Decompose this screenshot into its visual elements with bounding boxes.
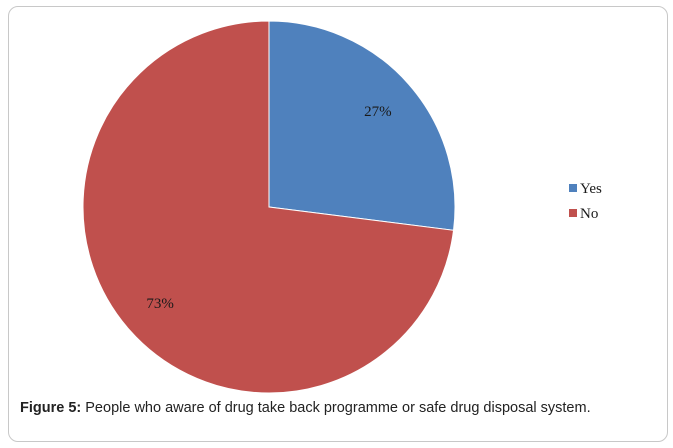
legend-label-no: No — [580, 206, 598, 222]
legend-label-yes: Yes — [580, 181, 602, 197]
pie-data-labels: 27% 73% — [146, 104, 391, 312]
figure-caption: Figure 5: People who aware of drug take … — [20, 398, 660, 418]
legend: Yes No — [569, 181, 602, 222]
pie-slices — [82, 20, 456, 394]
pie-slice-no — [82, 20, 455, 394]
caption-label: Figure 5: — [20, 400, 82, 416]
pie-slice-yes — [268, 20, 456, 231]
legend-swatch-no — [569, 209, 577, 217]
data-label-no: 73% — [146, 296, 174, 312]
data-label-yes: 27% — [364, 104, 392, 120]
legend-swatch-yes — [569, 184, 577, 192]
caption-text: People who aware of drug take back progr… — [81, 400, 591, 416]
